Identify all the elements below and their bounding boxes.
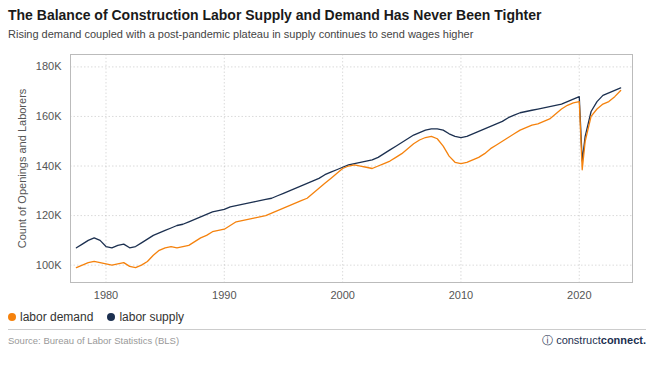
svg-text:1980: 1980 — [94, 289, 118, 301]
svg-text:160K: 160K — [36, 110, 62, 122]
svg-text:2000: 2000 — [330, 289, 354, 301]
svg-text:100K: 100K — [36, 259, 62, 271]
svg-text:2010: 2010 — [449, 289, 473, 301]
html-text:Source: Bureau of Labor Statis: Source: Bureau of Labor Statistics (BLS) — [8, 335, 180, 346]
svg-text:120K: 120K — [36, 209, 62, 221]
svg-text:2020: 2020 — [567, 289, 591, 301]
html-text:The Balance of Construction La: The Balance of Construction Labor Supply… — [8, 7, 542, 23]
html-text:labor demand: labor demand — [20, 310, 94, 324]
html-text:ⓘ construct connect.: ⓘ construct connect. — [542, 334, 646, 346]
html-text:Rising demand coupled with a p: Rising demand coupled with a post-pandem… — [8, 28, 474, 40]
svg-text:1990: 1990 — [212, 289, 236, 301]
html-text:labor supply: labor supply — [119, 310, 185, 324]
svg-text:140K: 140K — [36, 160, 62, 172]
svg-text:180K: 180K — [36, 60, 62, 72]
svg-text:Count of Openings and Laborers: Count of Openings and Laborers — [16, 88, 28, 248]
